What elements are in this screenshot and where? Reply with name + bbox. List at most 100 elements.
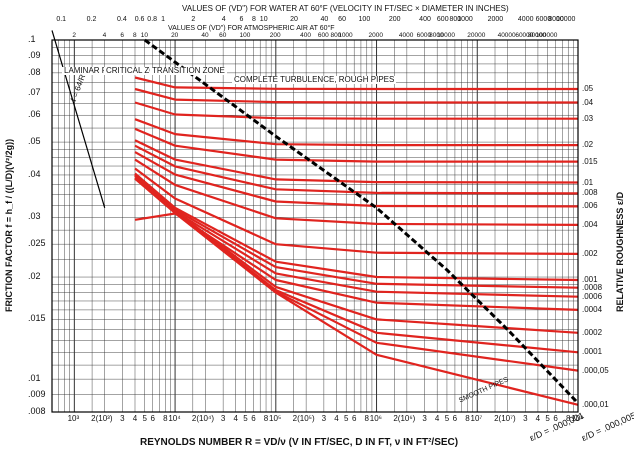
y-tick-label: .009 <box>28 388 46 399</box>
x-tick-label: 4 <box>434 414 440 423</box>
top-water-tick: 10 <box>259 16 268 23</box>
top-air-tick: 10000 <box>436 32 456 39</box>
x-tick-label: 8 <box>263 414 269 423</box>
roughness-curve <box>134 139 579 184</box>
chart-overlays <box>51 30 580 405</box>
top-axis-air-title: VALUES OF (VD") FOR ATMOSPHERIC AIR AT 6… <box>168 25 335 32</box>
roughness-curves <box>134 76 579 406</box>
roughness-label: .008 <box>582 188 598 198</box>
top-water-tick: 60 <box>338 16 346 23</box>
x-axis-label: REYNOLDS NUMBER R = VD/ν (V IN FT/SEC, D… <box>140 437 459 448</box>
x-tick-label: 2(10⁷) <box>494 414 516 423</box>
roughness-label: .0001 <box>582 347 603 357</box>
x-tick-label: 3 <box>321 414 327 423</box>
x-tick-label: 2(10⁶) <box>393 414 416 423</box>
top-air-tick: 6000 <box>416 32 432 39</box>
x-tick-label: 6 <box>251 414 256 423</box>
top-air-tick: 8 <box>132 32 137 39</box>
top-air-tick: 4000 <box>398 32 414 39</box>
roughness-label: .05 <box>582 83 594 93</box>
roughness-curve <box>134 167 579 255</box>
top-air-tick: 100 <box>239 32 251 39</box>
top-water-tick: 0.4 <box>116 16 127 23</box>
roughness-curve <box>134 144 579 195</box>
x-tick-label: 6 <box>351 414 357 423</box>
top-air-tick: 20 <box>171 32 179 39</box>
x-tick-label: 10⁶ <box>369 414 382 423</box>
top-water-tick: 20 <box>290 16 298 23</box>
roughness-label: .001 <box>582 275 598 285</box>
roughness-label: .0002 <box>582 327 603 337</box>
x-tick-label: 4 <box>132 414 138 423</box>
top-air-tick: 100000 <box>535 32 558 39</box>
x-tick-label: 3 <box>120 414 125 423</box>
x-tick-label: 10³ <box>67 414 80 423</box>
top-air-tick: 400 <box>300 32 311 39</box>
x-tick-label: 8 <box>364 414 369 423</box>
top-water-tick: 10000 <box>555 16 576 23</box>
x-tick-label: 4 <box>535 414 541 423</box>
roughness-label: .01 <box>582 177 594 187</box>
top-air-tick: 800 <box>330 32 342 39</box>
roughness-curve <box>134 158 579 226</box>
vertical-grid <box>51 40 579 412</box>
roughness-label: .04 <box>582 97 594 107</box>
roughness-curve <box>134 151 579 208</box>
y-tick-label: .015 <box>28 313 46 324</box>
roughness-label: .000,05 <box>582 365 609 375</box>
x-tick-label: 3 <box>422 414 427 423</box>
top-air-tick: 8000 <box>429 32 444 39</box>
top-water-tick: 100 <box>358 16 371 23</box>
roughness-label: .0006 <box>582 291 603 301</box>
roughness-label: .03 <box>582 113 594 123</box>
top-water-tick: 0.6 <box>134 16 145 23</box>
roughness-label: .004 <box>582 219 598 229</box>
critical-zone-label: CRITICAL ZONE <box>104 66 169 75</box>
top-air-tick: 1000 <box>338 32 353 39</box>
top-water-tick: 1 <box>161 16 165 23</box>
roughness-curve <box>134 76 578 91</box>
roughness-curve <box>134 101 578 120</box>
plot-frame <box>51 39 579 413</box>
laminar-flow-label: LAMINAR FLOW <box>62 66 127 75</box>
top-water-tick: 600 <box>436 16 449 23</box>
roughness-label: .015 <box>582 156 598 166</box>
roughness-label: .000,01 <box>582 399 609 409</box>
top-air-tick: 20000 <box>467 32 486 39</box>
top-air-tick: 60 <box>219 32 227 39</box>
transition-zone-label: TRANSITION ZONE <box>150 66 227 75</box>
x-tick-label: 10⁷ <box>470 414 483 423</box>
top-axis-water-title: VALUES OF (VD") FOR WATER AT 60°F (VELOC… <box>182 4 509 13</box>
top-water-tick: 8 <box>252 16 256 23</box>
top-water-tick: 2000 <box>487 16 504 23</box>
y-tick-label: .04 <box>28 168 41 179</box>
y-tick-label: .01 <box>28 373 41 384</box>
x-tick-label: 6 <box>452 414 458 423</box>
x-tick-label: 4 <box>233 414 238 423</box>
x-tick-label: 5 <box>444 414 450 423</box>
x-tick-label: 3 <box>220 414 226 423</box>
top-air-tick: 600 <box>317 32 329 39</box>
top-water-tick: 0.1 <box>56 16 67 23</box>
y-tick-label: .1 <box>28 34 36 44</box>
y-tick-label: .008 <box>28 406 46 416</box>
y-axis-label: FRICTION FACTOR f = h_f / ((L/D)(V²/2g)) <box>4 138 14 312</box>
roughness-label: .006 <box>582 201 598 211</box>
roughness-label: .0004 <box>582 304 603 314</box>
top-air-tick: 40000 <box>497 32 516 39</box>
y-tick-label: .025 <box>28 238 46 249</box>
laminar-line <box>51 30 106 208</box>
top-water-tick: 0.2 <box>86 16 97 23</box>
roughness-label: .02 <box>582 140 594 150</box>
x-tick-label: 2(10⁴) <box>191 414 215 423</box>
top-water-tick: 40 <box>320 16 329 23</box>
x-tick-label: 4 <box>334 414 339 423</box>
roughness-curve <box>134 118 578 147</box>
top-water-tick: 6 <box>239 16 244 23</box>
x-tick-label: 5 <box>243 414 248 423</box>
top-water-tick: 4000 <box>517 16 534 23</box>
roughness-label: .0008 <box>582 282 603 292</box>
top-water-tick: 800 <box>449 16 462 23</box>
top-air-tick: 60000 <box>515 32 534 39</box>
